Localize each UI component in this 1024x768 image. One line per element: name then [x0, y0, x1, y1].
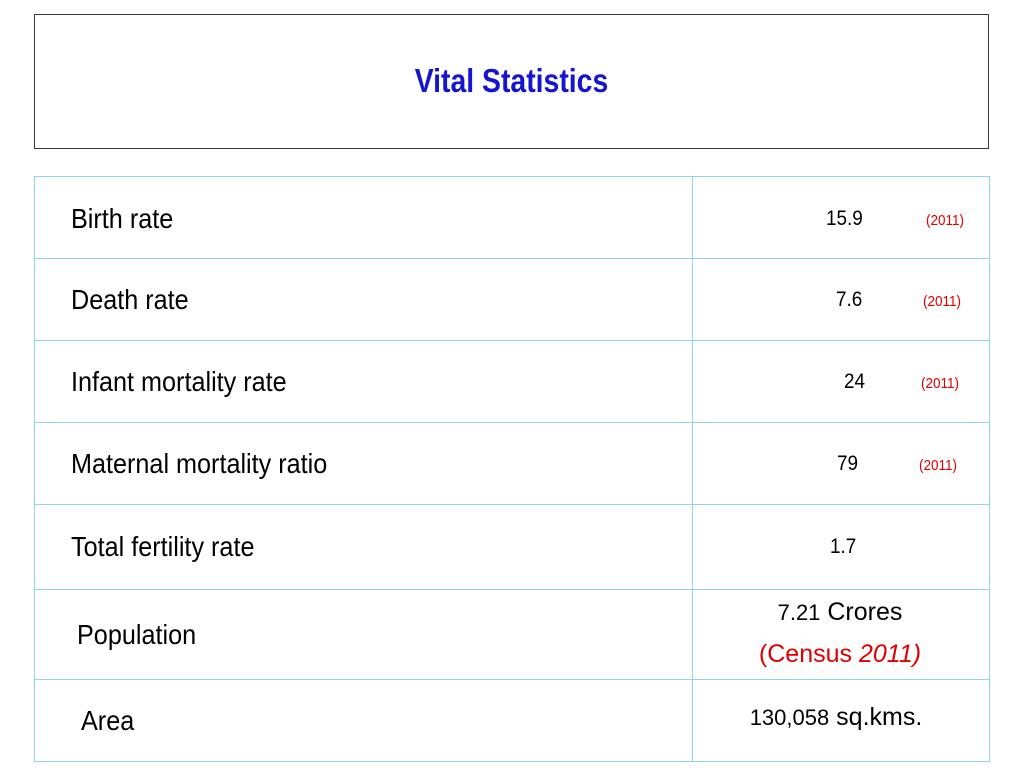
row-value-death-rate: 7.6: [836, 287, 863, 311]
row-year-birth-rate: (2011): [926, 211, 965, 229]
value-cell: 15.9 (2011): [692, 176, 990, 259]
value-cell: 79 (2011): [692, 422, 990, 505]
row-label-maternal-mortality-ratio: Maternal mortality ratio: [71, 447, 328, 479]
value-cell: 7.21 Crores (Census 2011): [692, 589, 990, 680]
table-row: Birth rate 15.9 (2011): [34, 176, 990, 259]
label-cell: Total fertility rate: [34, 504, 693, 590]
population-unit: Crores: [820, 597, 903, 626]
value-cell: 7.6 (2011): [692, 258, 990, 341]
row-label-area: Area: [81, 704, 135, 736]
value-cell: 24 (2011): [692, 340, 990, 423]
vital-statistics-table: Birth rate 15.9 (2011) Death rate 7.6 (2…: [34, 176, 990, 762]
row-label-infant-mortality-rate: Infant mortality rate: [71, 365, 287, 397]
census-note-prefix: (Census: [758, 639, 859, 668]
table-row: Death rate 7.6 (2011): [34, 258, 990, 341]
label-cell: Death rate: [34, 258, 693, 341]
row-value-maternal-mortality-ratio: 79: [837, 451, 859, 475]
table-row: Total fertility rate 1.7: [34, 504, 990, 590]
label-cell: Population: [34, 589, 693, 680]
row-value-total-fertility-rate: 1.7: [830, 535, 857, 558]
table-row: Infant mortality rate 24 (2011): [34, 340, 990, 423]
title-box: Vital Statistics: [34, 14, 989, 149]
area-unit: sq.kms.: [829, 702, 923, 731]
value-cell: 1.7: [692, 504, 990, 590]
census-note-year: 2011): [858, 639, 922, 668]
label-cell: Area: [34, 679, 693, 762]
row-label-population: Population: [77, 618, 197, 650]
label-cell: Infant mortality rate: [34, 340, 693, 423]
page-title: Vital Statistics: [414, 61, 609, 99]
row-year-maternal-mortality-ratio: (2011): [919, 456, 958, 474]
population-value: 7.21: [777, 599, 821, 625]
row-year-infant-mortality-rate: (2011): [921, 374, 960, 392]
row-value-infant-mortality-rate: 24: [844, 369, 866, 393]
table-row: Area 130,058 sq.kms.: [34, 679, 990, 762]
row-year-death-rate: (2011): [923, 292, 962, 310]
label-cell: Birth rate: [34, 176, 693, 259]
row-value-birth-rate: 15.9: [826, 207, 863, 231]
row-label-total-fertility-rate: Total fertility rate: [71, 531, 255, 562]
table-row: Population 7.21 Crores (Census 2011): [34, 589, 990, 680]
value-cell: 130,058 sq.kms.: [692, 679, 990, 762]
table-row: Maternal mortality ratio 79 (2011): [34, 422, 990, 505]
row-label-birth-rate: Birth rate: [71, 203, 174, 235]
row-label-death-rate: Death rate: [71, 283, 189, 315]
area-value: 130,058: [749, 704, 830, 730]
label-cell: Maternal mortality ratio: [34, 422, 693, 505]
